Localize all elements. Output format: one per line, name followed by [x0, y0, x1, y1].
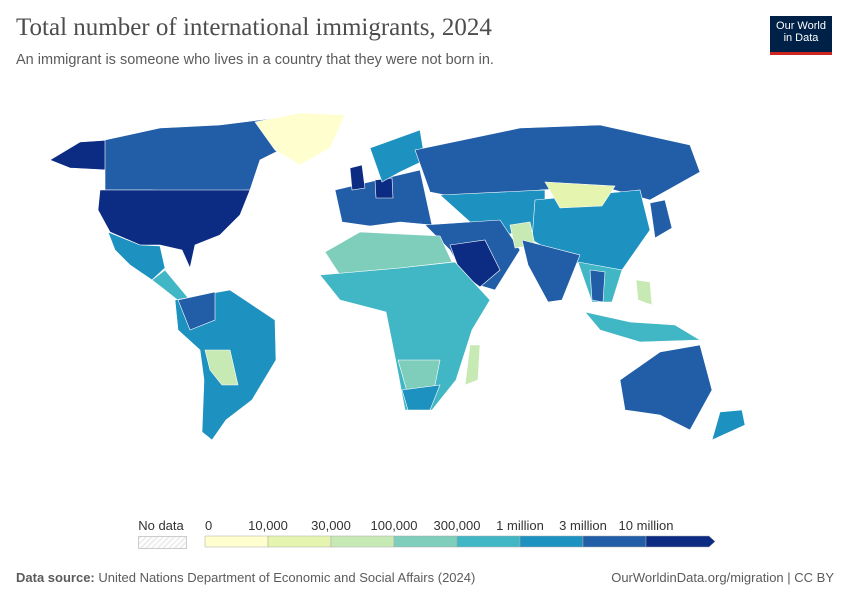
data-source: Data source: United Nations Department o… [16, 570, 475, 585]
legend: No data 0 10,000 30,000 100,000 300,000 1 mil… [0, 515, 850, 555]
legend-color-bar [204, 535, 716, 548]
region-mongolia[interactable] [544, 181, 616, 209]
owid-logo[interactable]: Our World in Data [770, 16, 832, 55]
world-map[interactable] [0, 100, 850, 500]
legend-threshold-label: 300,000 [433, 518, 481, 533]
chart-title: Total number of international immigrants… [16, 14, 492, 41]
legend-threshold-label: 30,000 [311, 518, 351, 533]
legend-threshold-label: 10 million [618, 518, 674, 533]
legend-bin [456, 535, 521, 548]
region-philippines[interactable] [635, 279, 653, 306]
region-india[interactable] [521, 239, 581, 303]
legend-bin [645, 535, 716, 548]
legend-bin [582, 535, 647, 548]
legend-threshold-label: 3 million [559, 518, 607, 533]
logo-line1: Our World [776, 20, 826, 32]
legend-threshold-label: 1 million [496, 518, 544, 533]
legend-bin [330, 535, 395, 548]
legend-no-data-swatch [138, 536, 187, 549]
region-bolivia-paraguay[interactable] [204, 349, 239, 386]
source-text: United Nations Department of Economic an… [98, 570, 476, 585]
legend-bin [519, 535, 584, 548]
region-scandinavia[interactable] [369, 129, 426, 183]
region-japan[interactable] [649, 199, 673, 239]
legend-no-data-label: No data [138, 518, 184, 533]
region-colombia-venezuela[interactable] [177, 291, 216, 331]
region-australia[interactable] [619, 344, 713, 431]
legend-threshold-label: 0 [205, 518, 213, 533]
region-uk[interactable] [349, 164, 366, 191]
region-madagascar[interactable] [464, 344, 481, 386]
legend-threshold-label: 100,000 [370, 518, 418, 533]
chart-subtitle: An immigrant is someone who lives in a c… [16, 52, 494, 68]
region-south-africa[interactable] [401, 384, 441, 411]
footer-link[interactable]: OurWorldinData.org/migration | CC BY [611, 570, 834, 585]
region-mexico[interactable] [107, 231, 166, 281]
legend-threshold-label: 10,000 [248, 518, 288, 533]
legend-bin [204, 535, 269, 548]
logo-line2: in Data [783, 32, 819, 44]
region-usa[interactable] [97, 189, 251, 269]
legend-bin [393, 535, 458, 548]
region-new-zealand[interactable] [711, 409, 746, 441]
region-thailand[interactable] [589, 269, 606, 303]
region-indonesia[interactable] [584, 311, 702, 343]
source-label: Data source: [16, 570, 95, 585]
region-alaska[interactable] [49, 139, 111, 171]
legend-bin [267, 535, 332, 548]
region-africa[interactable] [319, 261, 491, 411]
region-greenland[interactable] [254, 112, 346, 166]
